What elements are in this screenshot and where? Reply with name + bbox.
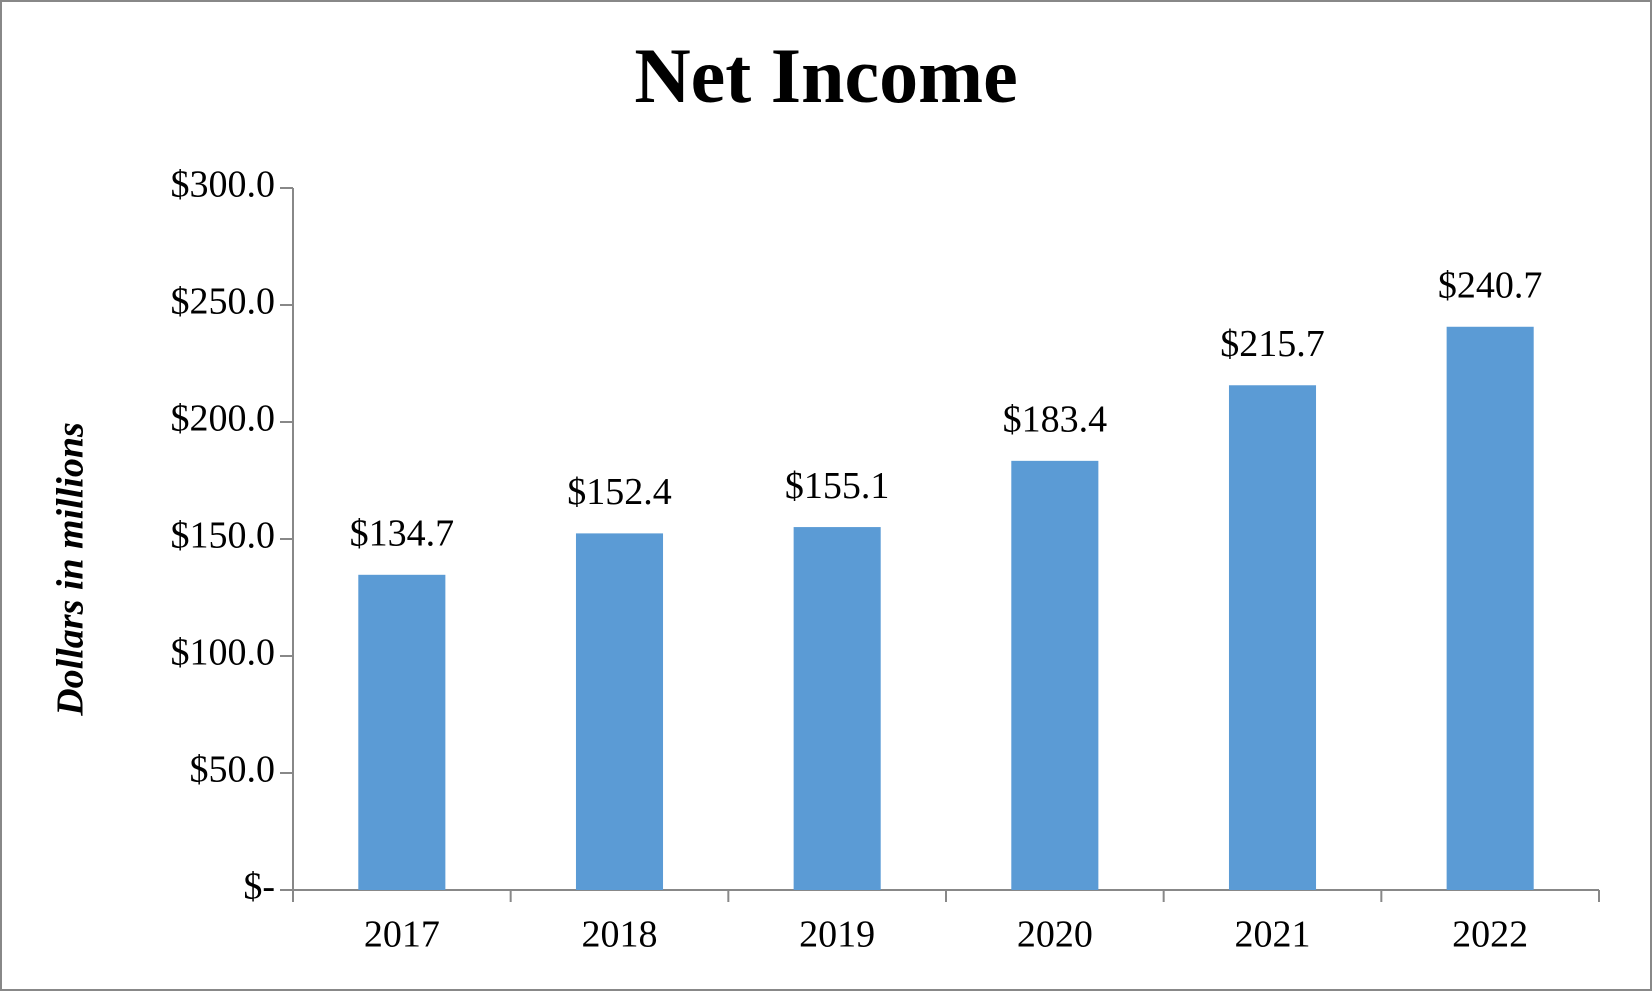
x-tick-label: 2017: [364, 914, 440, 956]
value-label: $240.7: [1438, 264, 1543, 306]
x-tick-label: 2022: [1452, 914, 1528, 956]
y-tick-label: $-: [243, 866, 275, 908]
x-tick-label: 2020: [1017, 914, 1093, 956]
bar: [793, 527, 881, 890]
y-tick-label: $150.0: [171, 515, 276, 557]
x-tick-label: 2019: [799, 914, 875, 956]
y-axis-label: Dollars in millions: [50, 422, 92, 717]
value-label: $155.1: [785, 465, 890, 507]
value-label: $134.7: [350, 513, 455, 555]
bar: [358, 574, 446, 890]
chart-title: Net Income: [634, 32, 1017, 119]
bar: [1011, 460, 1099, 890]
value-label: $215.7: [1220, 323, 1325, 365]
x-tick-label: 2021: [1235, 914, 1311, 956]
y-tick-label: $200.0: [171, 398, 276, 440]
y-tick-label: $50.0: [190, 749, 276, 791]
bar: [1446, 326, 1534, 891]
y-tick-label: $300.0: [171, 164, 276, 206]
bar: [575, 533, 664, 890]
y-tick-label: $250.0: [171, 281, 276, 323]
y-tick-label: $100.0: [171, 632, 276, 674]
value-label: $152.4: [567, 471, 672, 513]
bar: [1228, 385, 1317, 890]
x-tick-label: 2018: [582, 914, 658, 956]
value-label: $183.4: [1003, 399, 1108, 441]
